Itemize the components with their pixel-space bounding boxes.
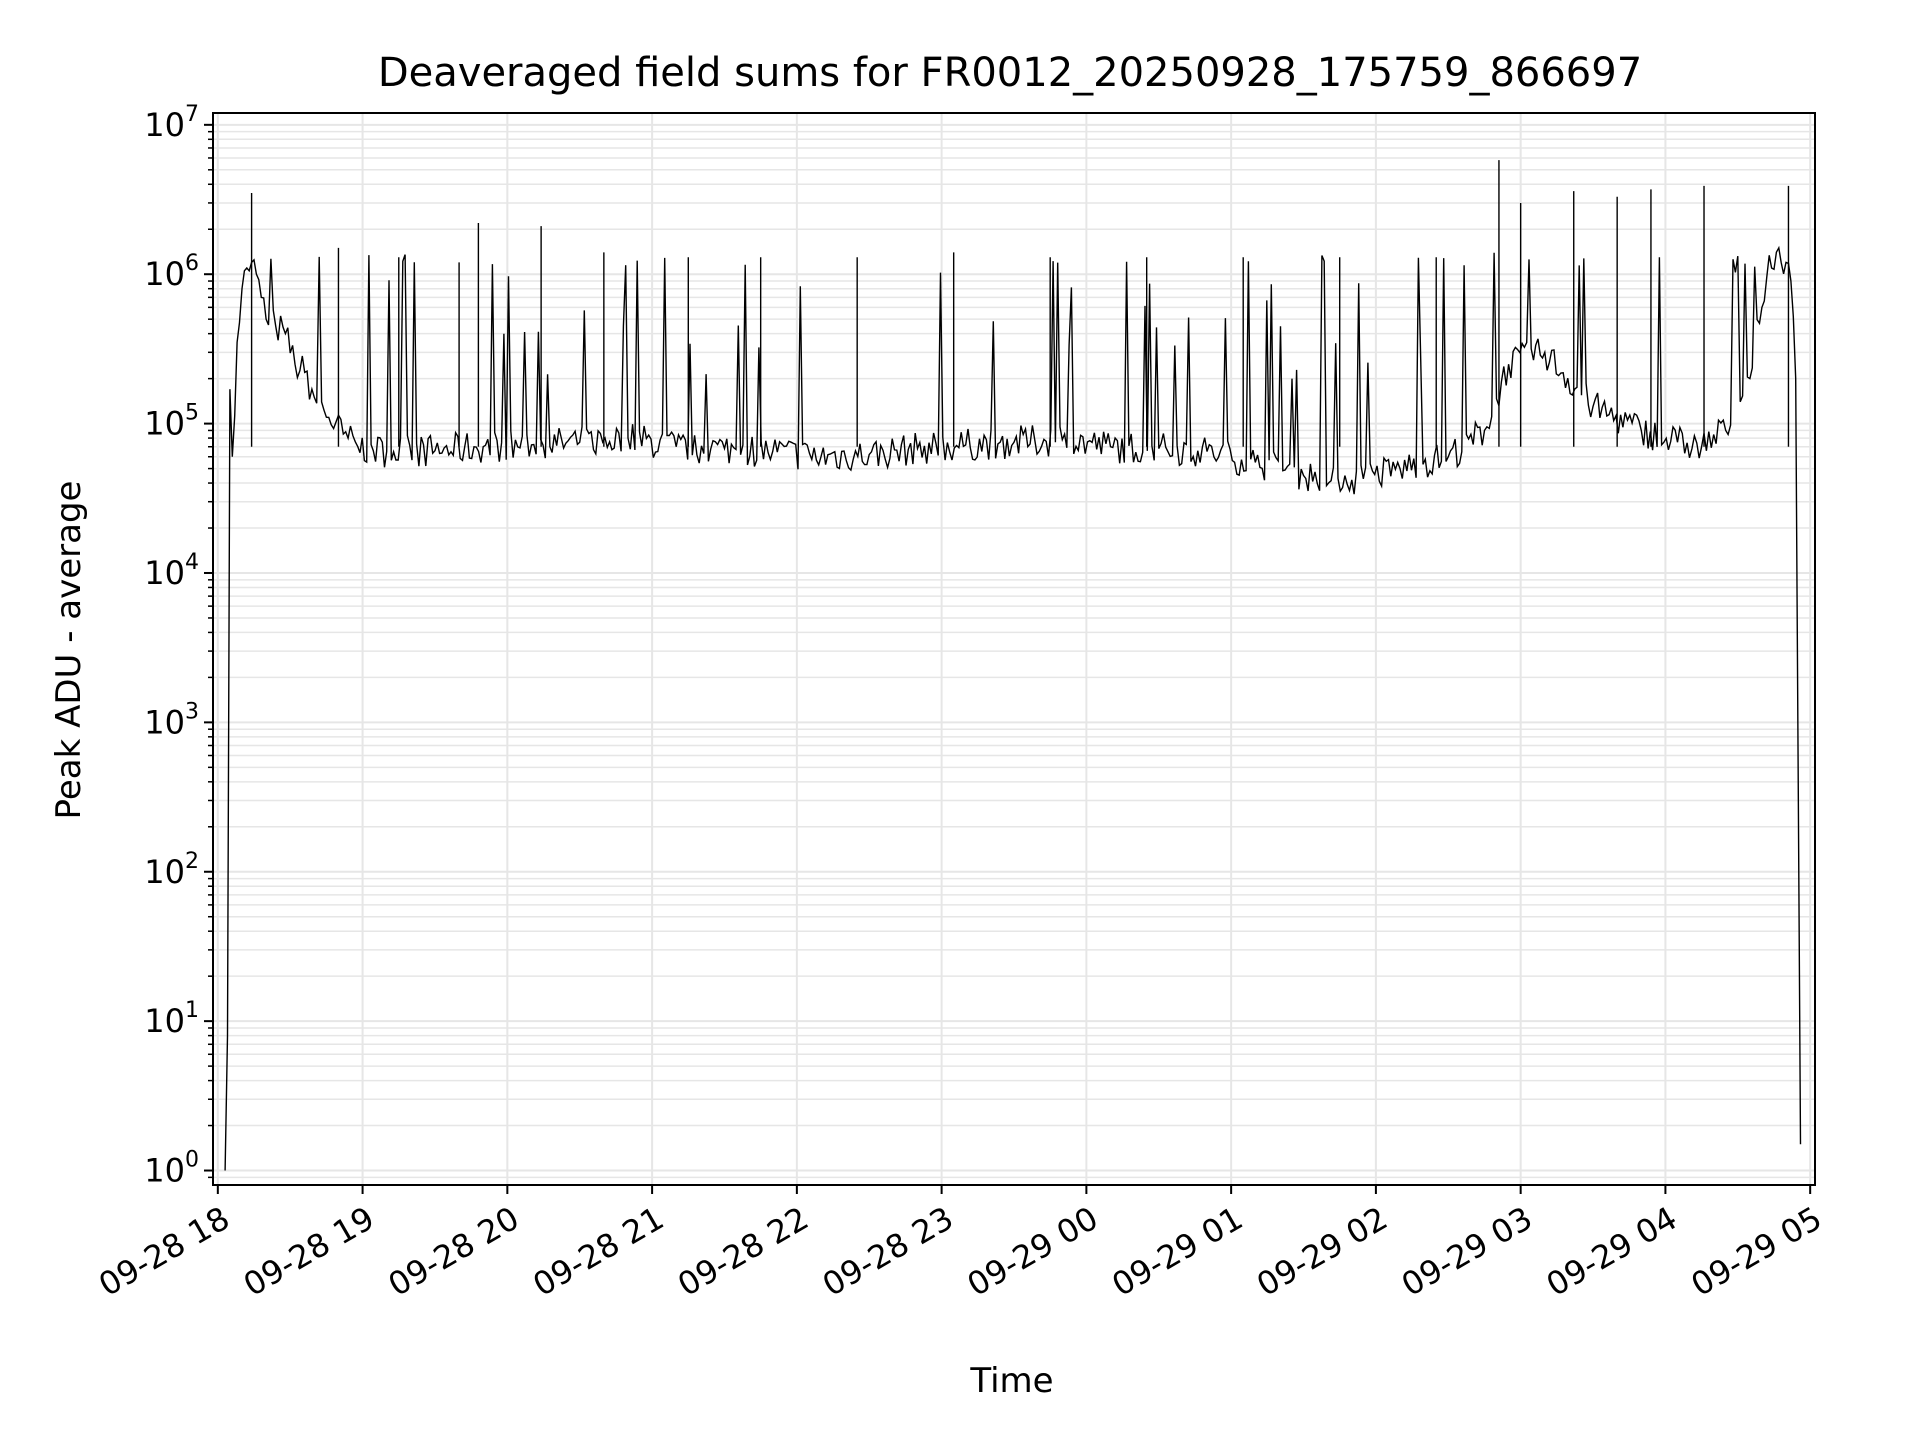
y-tick-label: 105 [144,401,199,443]
x-tick-label: 09-29 03 [1395,1199,1539,1304]
x-tick-label: 09-29 05 [1685,1199,1829,1304]
y-tick-label: 107 [144,102,199,144]
y-axis-label: Peak ADU - average [49,481,89,820]
x-tick-label: 09-28 21 [527,1199,671,1304]
y-tick-label: 101 [144,998,199,1040]
x-tick-label: 09-28 22 [671,1199,815,1304]
x-tick-label: 09-29 04 [1540,1199,1684,1304]
y-tick-label: 102 [144,849,199,891]
series-line [224,245,1802,1171]
series-group [224,160,1802,1171]
y-tick-label: 104 [144,550,199,592]
grid [213,113,1815,1185]
x-tick-label: 09-29 01 [1106,1199,1250,1304]
y-tick-label: 103 [144,699,199,741]
x-tick-label: 09-29 02 [1250,1199,1394,1304]
x-tick-label: 09-29 00 [961,1199,1105,1304]
y-axis: 100 101 102 103 104 105 106 107 [144,102,213,1190]
x-tick-label: 09-28 23 [816,1199,960,1304]
x-axis: 09-28 18 09-28 19 09-28 20 09-28 21 09-28 22… [92,1185,1828,1304]
chart-title: Deaveraged field sums for FR0012_2025092… [378,50,1642,96]
y-tick-label: 100 [144,1148,199,1190]
x-tick-label: 09-28 20 [382,1199,526,1304]
y-tick-label: 106 [144,251,199,293]
x-tick-label: 09-28 19 [237,1199,381,1304]
x-tick-label: 09-28 18 [92,1199,236,1304]
plot-frame [212,112,1816,1186]
x-axis-label: Time [969,1361,1053,1401]
